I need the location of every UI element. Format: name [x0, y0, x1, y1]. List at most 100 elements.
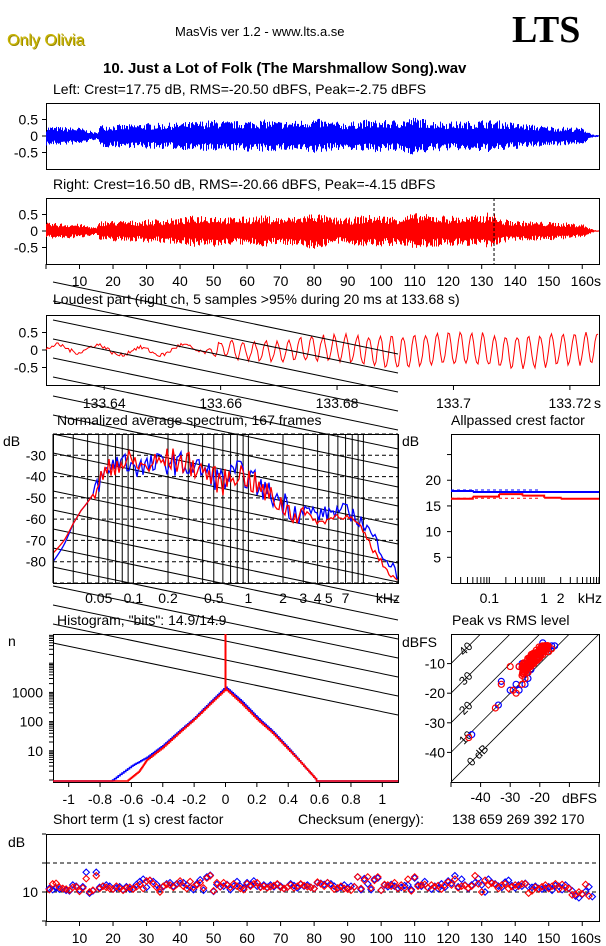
- right-waveform-xtick-label: 80: [306, 273, 322, 289]
- histogram-xtick-label: 1: [378, 791, 386, 807]
- short-term-point-right: [484, 881, 493, 890]
- short-term-point-right: [82, 874, 91, 883]
- short-term-point-left: [246, 881, 255, 890]
- spectrum-xtick-label: 0.1: [124, 590, 144, 606]
- peak-rms-point-right: [491, 704, 499, 712]
- spectrum-ylabel: dB: [3, 433, 21, 449]
- spectrum-slope-line: [52, 357, 399, 431]
- spectrum-slope-line: [52, 566, 399, 640]
- peak-rms-xtick-label: -20: [530, 789, 550, 805]
- short-term-point-right: [279, 884, 288, 893]
- histogram-series-right: [53, 688, 398, 782]
- peak-rms-ytick-label: -30: [425, 715, 445, 731]
- histogram-ytick-label: 10: [27, 743, 43, 759]
- loudest-xtick-label: 133.68: [316, 395, 359, 411]
- peak-rms-point-right: [537, 651, 545, 659]
- right-waveform-xtick-label: 140: [504, 273, 528, 289]
- right-waveform-xtick-label: 30: [139, 273, 155, 289]
- allpassed-ytick-label: 20: [425, 472, 441, 488]
- short-term-point-right: [206, 871, 215, 880]
- loudest-xtick-label: 133.66: [199, 395, 242, 411]
- short-term-xtick-label: 70: [273, 930, 289, 946]
- short-term-point-left: [202, 872, 211, 881]
- short-term-point-left: [360, 874, 369, 883]
- left-waveform-title: Left: Crest=17.75 dB, RMS=-20.50 dBFS, P…: [53, 81, 427, 97]
- short-term-xtick-label: 160: [571, 930, 595, 946]
- allpassed-xunit: kHz: [578, 590, 602, 606]
- short-term-point-right: [467, 882, 476, 891]
- spectrum-xtick-label: 0.5: [204, 590, 224, 606]
- short-term-point-right: [196, 878, 205, 887]
- peak-rms-xlabel: dBFS: [562, 790, 598, 806]
- short-term-point-right: [259, 882, 268, 891]
- loudest-ytick-label: 0.5: [19, 325, 39, 341]
- histogram-xtick-label: -1: [62, 791, 75, 807]
- short-term-point-right: [531, 883, 540, 892]
- short-term-point-right: [450, 875, 459, 884]
- short-term-point-right: [253, 878, 262, 887]
- short-term-point-right: [501, 879, 510, 888]
- allpassed-xtick-label: 2: [557, 590, 565, 606]
- short-term-point-right: [135, 880, 144, 889]
- short-term-point-left: [326, 879, 335, 888]
- short-term-point-right: [474, 879, 483, 888]
- short-term-point-left: [450, 871, 459, 880]
- short-term-point-right: [316, 879, 325, 888]
- peak-rms-crest-line: [451, 634, 599, 782]
- song-title: 10. Just a Lot of Folk (The Marshmallow …: [103, 60, 467, 77]
- right-waveform-xtick-label: 20: [105, 273, 121, 289]
- right-waveform-ytick-label: 0.5: [19, 207, 39, 223]
- spectrum-xtick-label: 4: [314, 590, 322, 606]
- spectrum-ytick-label: -70: [26, 532, 46, 548]
- short-term-xtick-label: 150: [537, 930, 561, 946]
- right-waveform-xtick-label: 130: [470, 273, 494, 289]
- short-term-point-right: [336, 882, 345, 891]
- short-term-point-right: [330, 885, 339, 894]
- right-waveform-xtick-label: 40: [172, 273, 188, 289]
- peak-rms-point-right: [529, 655, 537, 663]
- short-term-point-left: [330, 882, 339, 891]
- short-term-point-left: [142, 883, 151, 892]
- short-term-point-right: [269, 881, 278, 890]
- spectrum-slope-line: [52, 585, 399, 659]
- right-waveform-xunit: s: [594, 273, 601, 289]
- short-term-point-right: [417, 881, 426, 890]
- spectrum-series-right: [53, 448, 398, 581]
- short-term-point-right: [122, 883, 131, 892]
- short-term-point-right: [166, 881, 174, 890]
- peak-rms-point-right: [535, 646, 544, 655]
- histogram-xtick-label: 0.2: [247, 791, 267, 807]
- short-term-point-right: [102, 883, 111, 892]
- short-term-ytick-label: 10: [22, 884, 38, 900]
- peak-rms-point-right: [518, 680, 526, 688]
- short-term-point-left: [102, 881, 111, 890]
- short-term-point-right: [290, 883, 298, 892]
- left-waveform-ytick-label: 0.5: [19, 112, 39, 128]
- peak-rms-point-right: [527, 662, 535, 670]
- peak-rms-point-right: [521, 668, 529, 676]
- short-term-point-right: [554, 885, 563, 894]
- allpassed-ylabel: dB: [402, 433, 420, 449]
- spectrum-ytick-label: -50: [26, 490, 46, 506]
- short-term-point-left: [196, 875, 205, 884]
- short-term-point-right: [460, 881, 469, 890]
- peak-rms-point-right: [506, 662, 514, 671]
- allpassed-ytick-label: 15: [425, 498, 441, 514]
- short-term-point-right: [182, 884, 191, 893]
- spectrum-xtick-label: 3: [299, 590, 307, 606]
- short-term-point-right: [68, 883, 77, 892]
- short-term-point-right: [390, 878, 399, 887]
- short-term-point-right: [464, 883, 473, 892]
- artist-name: Only Olivia: [7, 32, 85, 49]
- peak-rms-ytick-label: -10: [425, 656, 445, 672]
- short-term-point-left: [179, 878, 188, 887]
- short-term-point-left: [152, 880, 161, 889]
- allpassed-ytick-label: 5: [433, 549, 441, 565]
- short-term-point-right: [437, 885, 446, 894]
- short-term-point-right: [353, 872, 362, 881]
- left-waveform-ytick-label: 0: [30, 128, 38, 144]
- histogram-xtick-label: -0.2: [182, 791, 206, 807]
- peak-rms-ytick-label: -40: [425, 744, 445, 760]
- short-term-point-right: [115, 884, 124, 893]
- short-term-point-right: [155, 888, 164, 896]
